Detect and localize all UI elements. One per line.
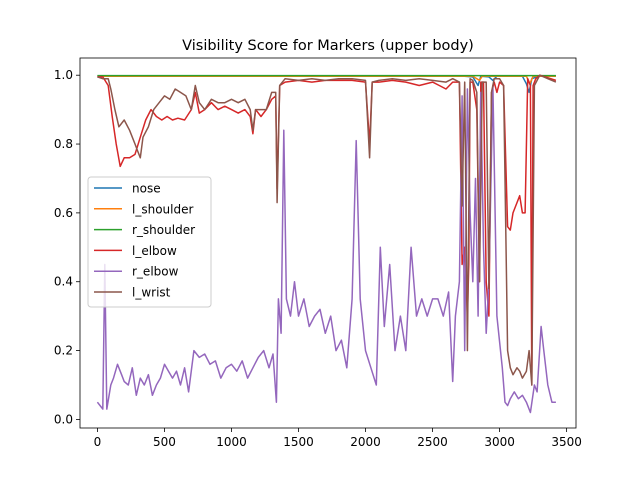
legend-entries: nose l_shoulder r_shoulder l_elbow r_elbow l_… <box>94 182 195 300</box>
y-tick-label: 0.6 <box>54 206 73 220</box>
legend-label-r-elbow: r_elbow <box>132 265 179 279</box>
legend-label-l-elbow: l_elbow <box>132 244 177 258</box>
x-tick-label: 0 <box>94 435 102 449</box>
y-tick-label: 0.2 <box>54 344 73 358</box>
legend: nose l_shoulder r_shoulder l_elbow r_elbow l_… <box>87 176 212 308</box>
x-tick-label: 1000 <box>216 435 247 449</box>
legend-label-r-shoulder: r_shoulder <box>132 223 195 237</box>
y-tick-label: 0.4 <box>54 275 73 289</box>
legend-label-l-shoulder: l_shoulder <box>132 202 193 216</box>
series-layer <box>96 74 557 414</box>
x-tick-label: 1500 <box>283 435 314 449</box>
y-tick-label: 1.0 <box>54 68 73 82</box>
legend-label-nose: nose <box>132 182 161 196</box>
legend-label-l-wrist: l_wrist <box>132 286 171 300</box>
chart-title: Visibility Score for Markers (upper body… <box>182 38 474 54</box>
x-tick-label: 2000 <box>350 435 381 449</box>
x-tick-label: 3000 <box>484 435 515 449</box>
x-tick-label: 2500 <box>417 435 448 449</box>
y-tick-label: 0.0 <box>54 412 73 426</box>
x-tick-label: 3500 <box>551 435 582 449</box>
series-line-l-wrist <box>97 74 557 386</box>
y-tick-label: 0.8 <box>54 137 73 151</box>
ticks-layer: 0 500 1000 1500 2000 2500 3000 3500 0.0 0.2 0.4 0.6… <box>54 68 582 449</box>
axes-frame <box>79 57 577 429</box>
x-tick-label: 500 <box>153 435 176 449</box>
series-line-r-elbow <box>96 84 556 414</box>
